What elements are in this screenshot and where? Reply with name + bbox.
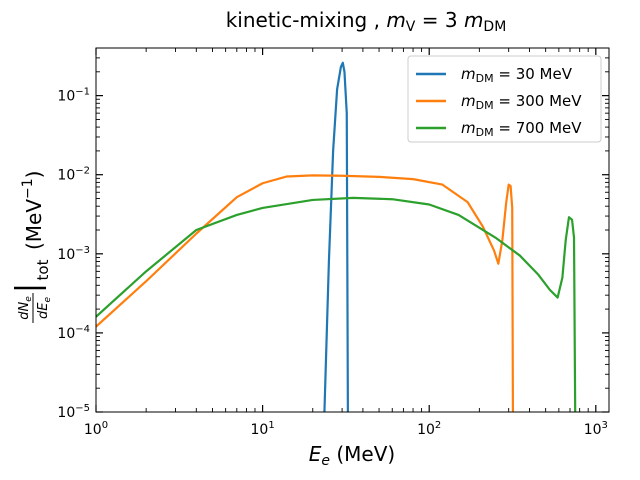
legend-label-0: mDM = 30 MeV [461, 65, 573, 85]
chart-title: kinetic-mixing , mV = 3 mDM [226, 8, 507, 35]
x-tick-label: 100 [84, 420, 108, 438]
legend-label-2: mDM = 700 MeV [461, 119, 582, 139]
y-tick-label: 10−1 [57, 87, 90, 105]
x-tick-label: 103 [584, 420, 608, 438]
y-label-frac-den: dEe [36, 297, 53, 319]
x-tick-label: 101 [251, 420, 275, 438]
y-label-frac-num: dNe [17, 296, 34, 320]
y-label-tot: tot [34, 259, 52, 280]
x-tick-label: 102 [417, 420, 441, 438]
y-tick-label: 10−5 [57, 403, 90, 421]
y-label-unit: (MeV−1) [20, 171, 46, 251]
legend-label-1: mDM = 300 MeV [461, 92, 582, 112]
series-line-1 [96, 174, 515, 412]
legend: mDM = 30 MeV mDM = 300 MeV mDM = 700 MeV [407, 55, 602, 143]
series-line-2 [96, 196, 577, 412]
series-line-0 [323, 61, 349, 412]
plot-area: 100 101 102 103 10−5 10−4 10−3 10−2 10−1 [57, 47, 610, 438]
y-tick-label: 10−2 [57, 166, 90, 184]
y-tick-label: 10−3 [57, 245, 90, 263]
y-axis-label: dNe dEe tot (MeV−1) [14, 171, 53, 323]
legend-box [407, 55, 602, 143]
x-axis-label: Ee (MeV) [309, 442, 395, 469]
y-tick-label: 10−4 [57, 324, 90, 342]
